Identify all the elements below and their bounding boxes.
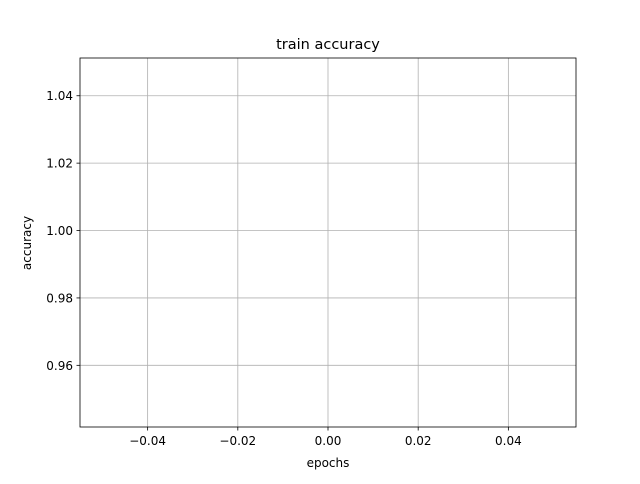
x-tick-label: 0.04	[495, 434, 522, 448]
chart-title: train accuracy	[276, 37, 380, 53]
x-tick-label: −0.02	[219, 434, 256, 448]
x-tick-label: 0.02	[405, 434, 432, 448]
y-tick-label: 0.96	[46, 359, 73, 373]
y-tick-label: 0.98	[46, 291, 73, 305]
x-axis-ticks: −0.04 −0.02 0.00 0.02 0.04	[129, 427, 522, 448]
grid-lines	[80, 58, 576, 427]
x-axis-label: epochs	[307, 456, 350, 470]
y-tick-label: 1.00	[46, 224, 73, 238]
x-tick-label: 0.00	[315, 434, 342, 448]
y-axis-label: accuracy	[20, 216, 34, 270]
x-tick-label: −0.04	[129, 434, 166, 448]
y-tick-label: 1.04	[46, 89, 73, 103]
y-axis-ticks: 0.96 0.98 1.00 1.02 1.04	[46, 89, 80, 373]
y-tick-label: 1.02	[46, 157, 73, 171]
